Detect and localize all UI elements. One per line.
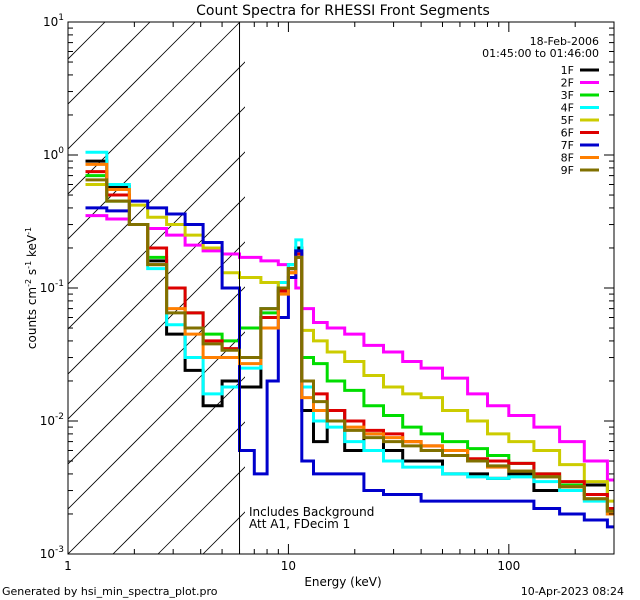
series-5f — [85, 183, 614, 503]
hatch-line — [68, 331, 245, 510]
y-axis-ticks: 10-3 10-2 10-1 100 101 — [40, 13, 614, 561]
x-axis-label: Energy (keV) — [304, 575, 381, 589]
hatched-region — [68, 22, 245, 554]
series-4f — [85, 150, 614, 516]
y-tick-label: 10-3 — [40, 545, 64, 561]
y-tick-label: 100 — [43, 146, 64, 162]
series-2f — [85, 214, 614, 482]
x-tick-label: 100 — [497, 559, 520, 573]
hatch-line — [68, 376, 245, 554]
legend-label-6f: 6F — [561, 127, 574, 140]
legend-label-2f: 2F — [561, 77, 574, 90]
y-tick-label: 101 — [43, 13, 64, 29]
hatch-line — [68, 61, 245, 240]
generated-date-label: 10-Apr-2023 08:24 — [521, 585, 624, 598]
hatch-line — [68, 106, 245, 285]
y-tick-label: 10-2 — [40, 412, 64, 428]
x-tick-label: 1 — [64, 559, 72, 573]
series-lines — [85, 150, 614, 529]
x-axis-ticks: 1 10 100 — [64, 22, 615, 573]
hatch-line — [68, 22, 241, 195]
legend-label-7f: 7F — [561, 139, 574, 152]
date-label: 18-Feb-2006 — [530, 35, 599, 48]
series-9f — [85, 178, 614, 513]
chart-title: Count Spectra for RHESSI Front Segments — [196, 3, 490, 19]
background-note: Includes Background — [249, 505, 374, 519]
hatch-line — [68, 151, 245, 330]
hatch-line — [68, 196, 245, 375]
legend-label-9f: 9F — [561, 164, 574, 177]
generated-by-label: Generated by hsi_min_spectra_plot.pro — [2, 585, 218, 598]
hatch-line — [68, 286, 245, 465]
hatch-line — [68, 22, 196, 150]
legend-label-1f: 1F — [561, 64, 574, 77]
attenuator-note: Att A1, FDecim 1 — [249, 517, 350, 531]
y-axis-label: counts cm-2 s-1 keV-1 — [24, 227, 39, 349]
series-6f — [85, 170, 614, 510]
y-tick-label: 10-1 — [40, 279, 64, 295]
hatch-line — [112, 421, 245, 554]
legend-label-3f: 3F — [561, 89, 574, 102]
legend-label-5f: 5F — [561, 114, 574, 127]
legend-label-4f: 4F — [561, 102, 574, 115]
x-tick-label: 10 — [281, 559, 296, 573]
legend-label-8f: 8F — [561, 152, 574, 165]
time-range-label: 01:45:00 to 01:46:00 — [482, 47, 599, 60]
series-7f — [85, 199, 614, 529]
hatch-line — [68, 241, 245, 420]
